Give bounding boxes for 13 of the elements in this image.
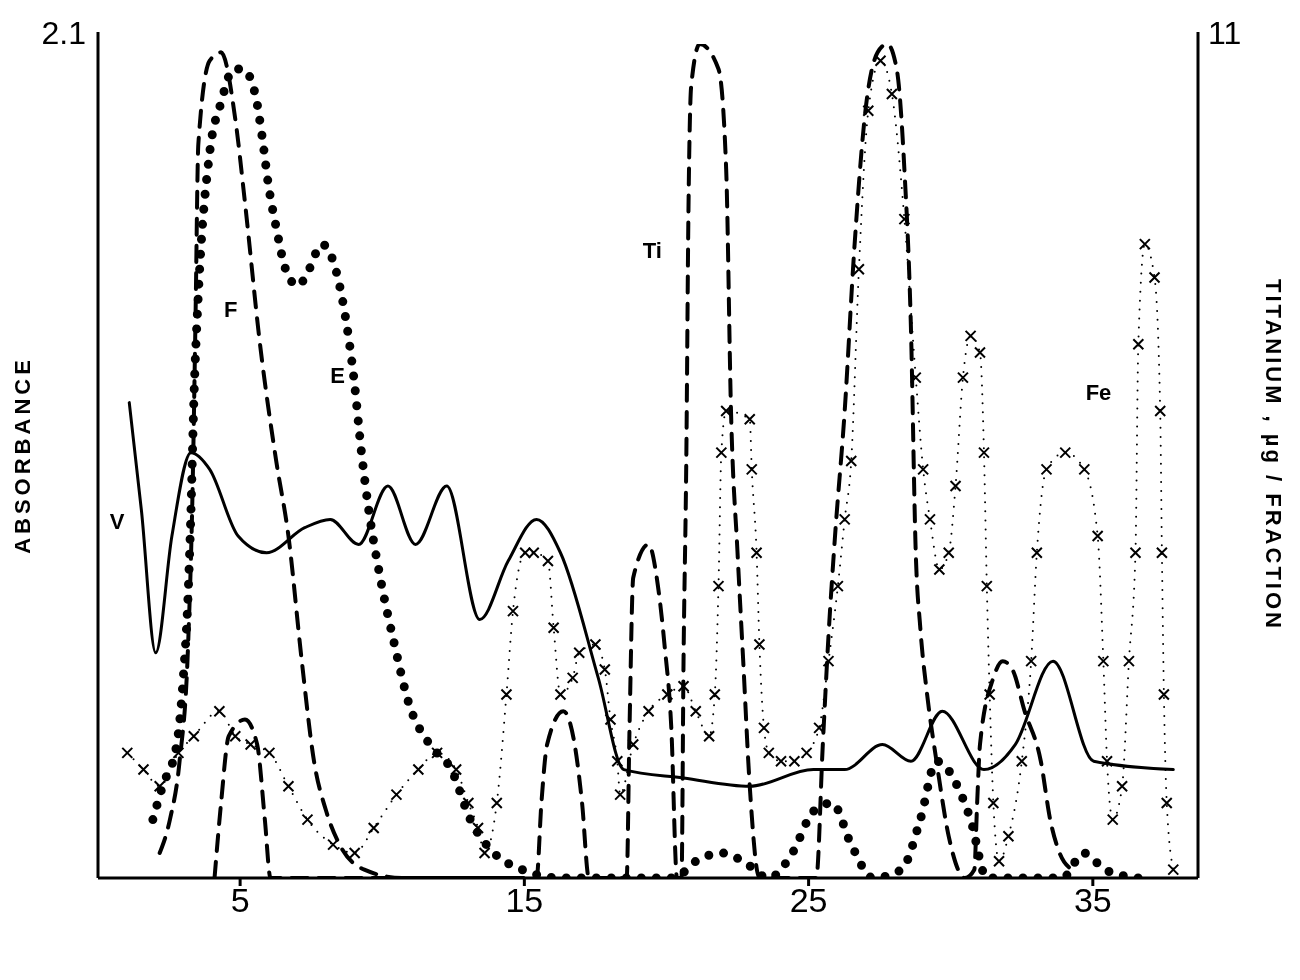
annotation: Fe [1085,380,1112,406]
y2-axis-title: TITANIUM , µg / FRACTION [1261,279,1287,631]
annotation: V [109,509,125,535]
x-tick-label: 35 [1073,881,1112,920]
x-tick-label: 25 [789,881,828,920]
text: 11 [1208,15,1242,52]
x-tick-label: 15 [505,881,544,920]
x-tick-label: 5 [230,881,250,920]
text: 2.1 [41,15,86,52]
annotation: Ti [642,238,662,264]
annotation: F [224,296,238,322]
annotation: E [330,363,345,389]
y-axis-title: ABSORBANCE [9,356,35,554]
